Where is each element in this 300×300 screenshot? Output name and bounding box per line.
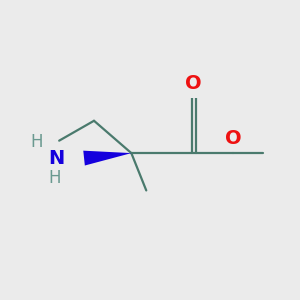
Polygon shape <box>83 151 131 166</box>
Text: O: O <box>225 129 242 148</box>
Text: O: O <box>185 74 202 93</box>
Text: H: H <box>48 169 60 187</box>
Text: H: H <box>31 133 43 151</box>
Text: N: N <box>49 148 65 168</box>
